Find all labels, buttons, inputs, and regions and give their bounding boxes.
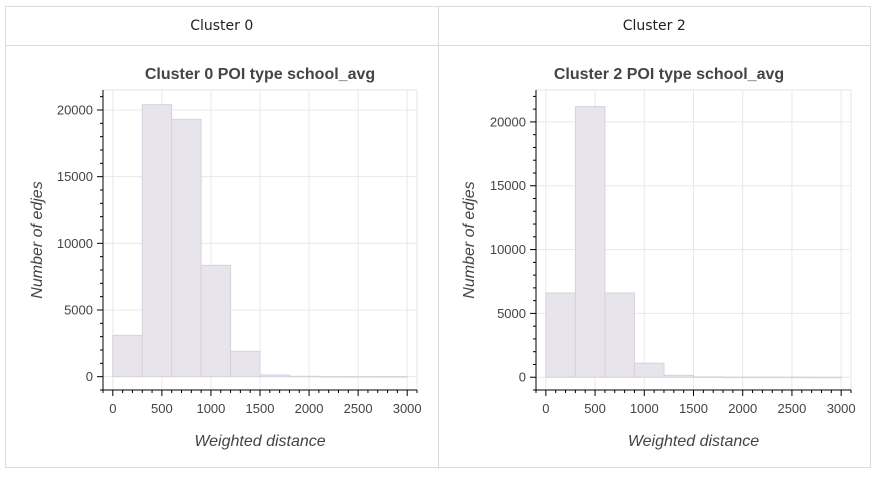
x-tick-label: 500 bbox=[151, 401, 173, 416]
tab-cluster-0[interactable]: Cluster 0 bbox=[190, 18, 254, 34]
histogram-bar bbox=[693, 376, 724, 378]
x-tick-label: 1500 bbox=[679, 401, 708, 416]
histogram-bar bbox=[633, 362, 665, 378]
histogram-bar bbox=[604, 292, 635, 378]
dashboard-frame: Cluster 0 Cluster 2 bbox=[5, 6, 871, 469]
x-tick-label: 2500 bbox=[344, 401, 373, 416]
histogram-bar bbox=[663, 374, 694, 378]
y-tick-label: 0 bbox=[86, 369, 93, 384]
histogram-bar bbox=[377, 376, 408, 378]
panel-divider bbox=[438, 45, 439, 469]
tab-cluster-2[interactable]: Cluster 2 bbox=[437, 7, 871, 45]
y-tick-label: 5000 bbox=[497, 306, 526, 321]
histogram-bar bbox=[811, 376, 842, 379]
histogram-bar bbox=[230, 350, 261, 378]
x-tick-label: 1500 bbox=[246, 401, 275, 416]
y-tick-label: 10000 bbox=[490, 242, 526, 257]
chart-title: Cluster 2 POI type school_avg bbox=[554, 66, 784, 83]
y-tick-label: 15000 bbox=[57, 169, 93, 184]
x-tick-label: 0 bbox=[109, 401, 116, 416]
histogram-bar bbox=[781, 376, 813, 379]
y-tick-label: 20000 bbox=[490, 114, 526, 129]
y-axis-label: Number of edjes bbox=[29, 181, 46, 298]
histogram-bar bbox=[752, 376, 783, 379]
y-tick-label: 20000 bbox=[57, 103, 93, 118]
histogram-bar bbox=[545, 292, 576, 378]
y-axis-label: Number of edjes bbox=[461, 181, 478, 298]
x-tick-label: 3000 bbox=[393, 401, 422, 416]
histogram-bar bbox=[200, 264, 232, 378]
x-axis-label: Weighted distance bbox=[194, 433, 325, 450]
x-tick-label: 2000 bbox=[295, 401, 324, 416]
x-tick-label: 500 bbox=[584, 401, 606, 416]
y-tick-label: 5000 bbox=[64, 303, 93, 318]
y-tick-label: 10000 bbox=[57, 236, 93, 251]
y-tick-label: 15000 bbox=[490, 178, 526, 193]
x-axis-label: Weighted distance bbox=[628, 433, 759, 450]
chart-title: Cluster 0 POI type school_avg bbox=[145, 66, 375, 83]
histogram-bar bbox=[171, 118, 202, 378]
x-tick-label: 2000 bbox=[728, 401, 757, 416]
x-tick-label: 0 bbox=[542, 401, 549, 416]
x-tick-label: 2500 bbox=[777, 401, 806, 416]
x-tick-label: 1000 bbox=[196, 401, 225, 416]
y-tick-label: 0 bbox=[519, 370, 526, 385]
histogram-bar bbox=[722, 376, 754, 379]
histogram-bar bbox=[574, 106, 606, 378]
histogram-bar bbox=[112, 334, 143, 378]
histogram-bar bbox=[141, 104, 173, 378]
x-tick-label: 1000 bbox=[630, 401, 659, 416]
x-tick-label: 3000 bbox=[827, 401, 856, 416]
